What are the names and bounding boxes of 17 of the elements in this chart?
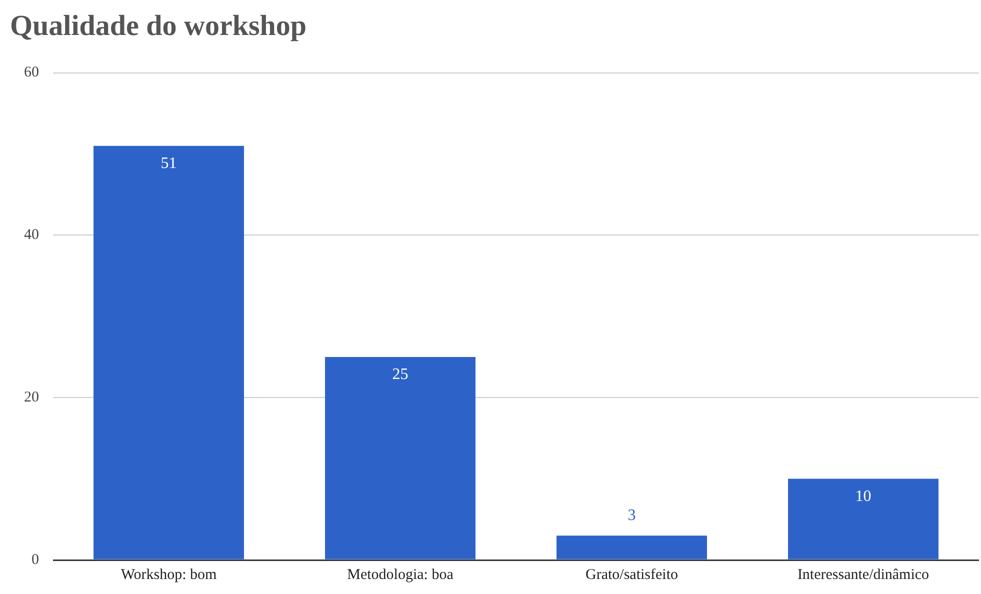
bar: [556, 536, 707, 560]
x-tick-label: Workshop: bom: [120, 566, 218, 583]
bar: [325, 357, 476, 560]
y-tick-label: 0: [32, 552, 39, 568]
x-tick-label: Interessante/dinâmico: [797, 566, 930, 583]
x-tick-label: Grato/satisfeito: [586, 566, 678, 583]
chart-title: Qualidade do workshop: [10, 10, 307, 42]
data-label: 10: [855, 488, 872, 506]
bar: [94, 146, 244, 560]
y-tick-label: 40: [24, 227, 39, 244]
bar: [788, 478, 938, 560]
y-tick-label: 20: [24, 390, 39, 406]
x-tick-label: Metodologia: boa: [347, 566, 454, 583]
data-label: 3: [628, 506, 636, 524]
data-label: 51: [160, 155, 177, 172]
data-label: 25: [392, 366, 408, 384]
y-tick-label: 60: [24, 64, 39, 81]
